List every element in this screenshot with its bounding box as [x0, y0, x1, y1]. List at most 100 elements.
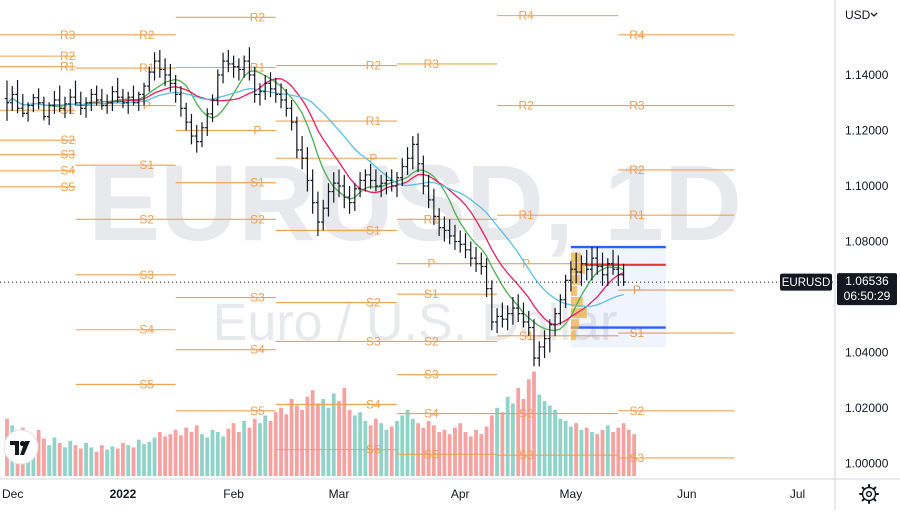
time-tick-label: Apr	[451, 487, 470, 501]
pivot-label: S4	[139, 323, 154, 337]
candle	[521, 302, 526, 328]
last-price-tag: 1.06536 06:50:29	[837, 273, 897, 306]
volume-bar	[605, 425, 610, 476]
candle	[220, 52, 226, 84]
currency-selector[interactable]: USD	[845, 8, 878, 22]
volume-bar	[210, 429, 215, 476]
volume-bar	[547, 405, 552, 476]
candle	[584, 249, 589, 281]
candle	[94, 85, 99, 106]
candle	[573, 252, 579, 284]
candle	[442, 216, 447, 242]
volume-bar	[500, 412, 505, 476]
volume-bar	[99, 445, 104, 476]
candle	[315, 191, 321, 236]
price-tick-label: 1.12000	[845, 124, 889, 138]
time-tick-label: Dec	[2, 487, 23, 501]
volume-profile-row	[570, 308, 587, 319]
candle	[289, 99, 294, 131]
candle	[46, 102, 52, 125]
pivot-label: R2	[629, 163, 645, 177]
candle	[447, 219, 452, 245]
volume-bar	[258, 423, 262, 476]
volume-bar	[142, 444, 146, 476]
pivot-label: S2	[139, 212, 154, 226]
time-tick-label: Jun	[677, 487, 696, 501]
volume-bar	[57, 443, 62, 476]
volume-bar	[611, 432, 615, 476]
last-price-value: 1.06536	[845, 274, 889, 288]
volume-bar	[568, 426, 573, 476]
volume-bar	[221, 436, 225, 476]
pivot-label: S3	[424, 368, 439, 382]
candle	[468, 241, 473, 267]
candle	[273, 77, 278, 103]
volume-bar	[47, 445, 52, 476]
candle	[136, 91, 141, 112]
volume-bar	[247, 427, 252, 476]
candle	[183, 102, 189, 131]
pivot-label: S5	[366, 443, 381, 457]
pivot-label: P	[143, 99, 151, 113]
pivot-label: S2	[250, 212, 265, 226]
pivot-label: S4	[366, 397, 381, 411]
volume-bar	[426, 421, 431, 476]
candle	[410, 136, 415, 170]
volume-profile-row	[570, 330, 576, 341]
volume-bar	[168, 434, 173, 476]
volume-bar	[590, 432, 594, 476]
candle	[331, 172, 336, 203]
pivot-label: S2	[60, 133, 75, 147]
candle	[378, 174, 384, 198]
gear-icon[interactable]	[859, 484, 879, 504]
volume-bar	[310, 390, 315, 476]
price-axis[interactable]: 1.140001.120001.100001.080001.060001.040…	[845, 68, 889, 471]
candle	[505, 305, 510, 331]
candle	[500, 302, 505, 328]
pivot-label: R2	[60, 49, 76, 63]
currency-label: USD	[845, 8, 871, 22]
pivot-label: S4	[424, 407, 439, 421]
candle	[426, 174, 431, 209]
volume-bar	[300, 410, 305, 476]
pivot-label: S5	[424, 447, 439, 461]
pivot-label: R3	[629, 99, 645, 113]
candle	[83, 97, 89, 118]
volume-bar	[458, 423, 463, 476]
pivot-label: P	[427, 257, 435, 271]
volume-bar	[584, 427, 589, 476]
volume-bar	[384, 429, 389, 476]
pivot-label: P	[633, 283, 641, 297]
pivot-label: S2	[424, 334, 439, 348]
volume-bar	[179, 435, 183, 476]
time-axis[interactable]: Dec 2022 Feb Mar Apr May Jun Jul	[2, 487, 805, 501]
volume-bar	[400, 415, 405, 476]
pivot-label: R4	[519, 9, 535, 23]
pivot-label: R1	[60, 60, 76, 74]
volume-profile-row	[570, 319, 579, 330]
price-tick-label: 1.10000	[845, 179, 889, 193]
candle	[231, 55, 236, 78]
pivot-label: R2	[139, 28, 155, 42]
candle	[257, 83, 263, 106]
candle	[595, 247, 600, 275]
volume-bar	[52, 437, 57, 476]
pivot-label: S5	[250, 404, 265, 418]
pivot-label: R3	[60, 28, 76, 42]
candle	[126, 91, 131, 114]
pivot-label: S1	[139, 158, 154, 172]
price-tick-label: 1.08000	[845, 235, 889, 249]
volume-bar	[294, 405, 299, 476]
pivot-label: S1	[366, 223, 381, 237]
candle	[25, 102, 31, 122]
tradingview-logo-icon[interactable]	[3, 429, 39, 465]
pivot-label: R3	[424, 57, 440, 71]
volume-bar	[495, 407, 500, 476]
candle	[284, 88, 289, 117]
volume-bar	[126, 445, 131, 476]
volume-bar	[205, 437, 210, 476]
candle	[152, 52, 157, 81]
volume-bar	[41, 438, 46, 476]
watermark-symbol: EURUSD, 1D	[88, 142, 742, 263]
